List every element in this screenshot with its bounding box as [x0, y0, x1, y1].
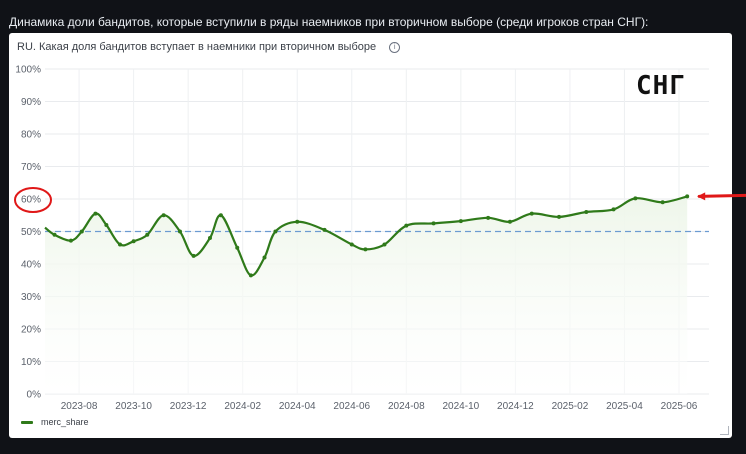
data-point: [584, 210, 589, 214]
y-tick-label: 40%: [21, 260, 41, 271]
x-tick-label: 2025-06: [661, 401, 698, 412]
y-tick-label: 20%: [21, 325, 41, 336]
x-tick-label: 2024-06: [333, 401, 370, 412]
data-point: [68, 238, 73, 243]
panel-title: RU. Какая доля бандитов вступает в наемн…: [17, 41, 401, 53]
x-tick-label: 2024-10: [443, 401, 480, 412]
data-point: [557, 214, 562, 219]
data-point: [218, 213, 223, 218]
x-tick-label: 2023-12: [170, 401, 207, 412]
page-header: Динамика доли бандитов, которые вступили…: [9, 15, 649, 29]
data-point: [145, 232, 150, 237]
data-point: [235, 245, 240, 250]
legend-swatch: [21, 420, 33, 424]
data-point: [349, 242, 354, 247]
data-point: [685, 194, 690, 199]
data-point: [611, 207, 616, 212]
x-tick-label: 2024-12: [497, 401, 534, 412]
data-point: [295, 219, 300, 224]
y-tick-label: 30%: [21, 292, 41, 303]
data-point: [207, 236, 212, 240]
data-point: [79, 229, 84, 234]
data-point: [273, 229, 278, 234]
x-tick-label: 2024-04: [279, 401, 316, 412]
data-point: [161, 213, 166, 218]
y-tick-label: 0%: [27, 390, 42, 401]
data-point: [458, 219, 463, 224]
resize-handle-icon[interactable]: [720, 426, 729, 435]
data-point: [322, 227, 327, 232]
y-tick-label: 50%: [21, 227, 41, 238]
data-point: [104, 223, 109, 227]
data-point: [363, 247, 368, 252]
line-chart: 0% 10% 20% 30% 40% 50% 60% 70% 80% 90% 100% 2023-08…: [15, 65, 709, 412]
data-point: [191, 253, 196, 258]
data-point: [486, 215, 491, 220]
series-area-fill: [45, 196, 688, 394]
info-icon[interactable]: i: [389, 42, 401, 53]
x-tick-label: 2023-08: [61, 401, 98, 412]
x-tick-label: 2024-02: [224, 401, 261, 412]
x-tick-label: 2025-04: [606, 401, 643, 412]
data-point: [93, 211, 98, 216]
data-point: [660, 200, 665, 205]
y-tick-label: 80%: [21, 130, 41, 141]
legend-label: merc_share: [41, 417, 89, 427]
watermark-text: СНГ: [636, 71, 686, 101]
data-point: [52, 232, 57, 237]
y-tick-label: 90%: [21, 97, 41, 108]
data-point: [131, 239, 136, 244]
data-point: [382, 242, 387, 247]
data-point: [262, 255, 267, 260]
data-point: [633, 196, 638, 201]
y-tick-label: 70%: [21, 162, 41, 173]
data-point: [248, 273, 253, 278]
data-point: [529, 211, 534, 216]
data-point: [117, 242, 122, 247]
x-tick-label: 2025-02: [552, 401, 589, 412]
data-point: [507, 219, 512, 224]
y-tick-label: 10%: [21, 357, 41, 368]
data-point: [177, 229, 182, 234]
y-tick-label: 100%: [15, 65, 41, 76]
y-tick-label: 60%: [21, 195, 41, 206]
panel-title-text: RU. Какая доля бандитов вступает в наемн…: [17, 41, 377, 53]
x-tick-label: 2024-08: [388, 401, 425, 412]
data-point: [431, 221, 436, 226]
data-point: [404, 223, 409, 228]
chart-panel: RU. Какая доля бандитов вступает в наемн…: [9, 33, 732, 438]
legend[interactable]: merc_share: [21, 417, 89, 427]
x-tick-label: 2023-10: [115, 401, 152, 412]
